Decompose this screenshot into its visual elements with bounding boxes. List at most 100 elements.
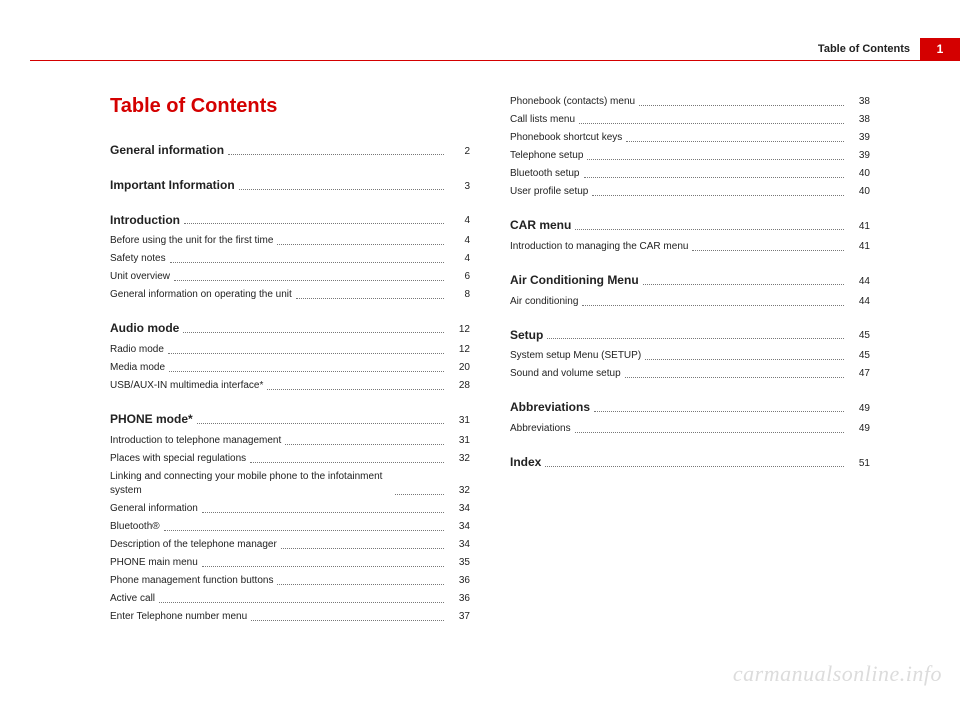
leader-dots	[168, 353, 444, 354]
toc-section[interactable]: Introduction4	[110, 212, 470, 229]
leader-dots	[296, 298, 444, 299]
toc-label: Safety notes	[110, 252, 166, 266]
toc-page: 34	[448, 502, 470, 516]
toc-label: Introduction to managing the CAR menu	[510, 240, 688, 254]
toc-section[interactable]: CAR menu41	[510, 217, 870, 234]
leader-dots	[575, 229, 844, 230]
toc-page: 47	[848, 367, 870, 381]
toc-entry[interactable]: Active call36	[110, 592, 470, 606]
toc-label: System setup Menu (SETUP)	[510, 349, 641, 363]
toc-page: 41	[848, 240, 870, 254]
toc-label: Sound and volume setup	[510, 367, 621, 381]
toc-label: Phonebook shortcut keys	[510, 131, 622, 145]
leader-dots	[643, 284, 844, 285]
toc-label: Call lists menu	[510, 113, 575, 127]
toc-entry[interactable]: Bluetooth setup40	[510, 167, 870, 181]
leader-dots	[692, 250, 844, 251]
toc-entry[interactable]: Introduction to managing the CAR menu 41	[510, 240, 870, 254]
toc-label: Phone management function buttons	[110, 574, 273, 588]
toc-section[interactable]: General information2	[110, 142, 470, 159]
header-right: Table of Contents 1	[818, 38, 960, 60]
leader-dots	[251, 620, 444, 621]
toc-entry[interactable]: Description of the telephone manager34	[110, 538, 470, 552]
leader-dots	[395, 494, 444, 495]
leader-dots	[281, 548, 444, 549]
toc-section[interactable]: Air Conditioning Menu44	[510, 272, 870, 289]
toc-entry[interactable]: Radio mode 12	[110, 343, 470, 357]
toc-entry[interactable]: User profile setup40	[510, 185, 870, 199]
toc-entry[interactable]: Phonebook shortcut keys39	[510, 131, 870, 145]
toc-label: Phonebook (contacts) menu	[510, 95, 635, 109]
toc-entry[interactable]: Media mode20	[110, 361, 470, 375]
leader-dots	[267, 389, 444, 390]
toc-entry[interactable]: Enter Telephone number menu37	[110, 610, 470, 624]
toc-page: 4	[448, 252, 470, 266]
toc-page: 45	[848, 349, 870, 363]
header-section-label: Table of Contents	[818, 43, 920, 55]
leader-dots	[202, 512, 444, 513]
toc-page: 4	[448, 214, 470, 228]
toc-entry[interactable]: Unit overview6	[110, 270, 470, 284]
toc-label: Abbreviations	[510, 422, 571, 436]
toc-label: Places with special regulations	[110, 452, 246, 466]
leader-dots	[169, 371, 444, 372]
toc-label: Introduction to telephone management	[110, 434, 281, 448]
toc-entry[interactable]: Bluetooth®34	[110, 520, 470, 534]
toc-entry[interactable]: Linking and connecting your mobile phone…	[110, 470, 470, 498]
toc-label: Radio mode	[110, 343, 164, 357]
toc-label: User profile setup	[510, 185, 588, 199]
toc-entry[interactable]: General information on operating the uni…	[110, 288, 470, 302]
leader-dots	[164, 530, 444, 531]
toc-entry[interactable]: Call lists menu38	[510, 113, 870, 127]
toc-page: 4	[448, 234, 470, 248]
toc-section[interactable]: Abbreviations49	[510, 399, 870, 416]
leader-dots	[250, 462, 444, 463]
toc-page: 36	[448, 592, 470, 606]
toc-page: 31	[448, 434, 470, 448]
toc-entry[interactable]: Phone management function buttons36	[110, 574, 470, 588]
toc-label: Audio mode	[110, 320, 179, 337]
toc-section[interactable]: PHONE mode*31	[110, 411, 470, 428]
toc-label: Important Information	[110, 177, 235, 194]
toc-page: 12	[448, 343, 470, 357]
toc-entry[interactable]: Telephone setup39	[510, 149, 870, 163]
toc-entry[interactable]: USB/AUX-IN multimedia interface*28	[110, 379, 470, 393]
toc-label: Telephone setup	[510, 149, 583, 163]
toc-entry[interactable]: Phonebook (contacts) menu38	[510, 95, 870, 109]
toc-entry[interactable]: Places with special regulations32	[110, 452, 470, 466]
leader-dots	[197, 423, 444, 424]
toc-label: Air conditioning	[510, 295, 578, 309]
toc-entry[interactable]: System setup Menu (SETUP) 45	[510, 349, 870, 363]
toc-entry[interactable]: Sound and volume setup 47	[510, 367, 870, 381]
toc-label: Bluetooth®	[110, 520, 160, 534]
toc-page: 31	[448, 414, 470, 428]
toc-entry[interactable]: General information34	[110, 502, 470, 516]
leader-dots	[202, 566, 444, 567]
toc-entry[interactable]: Before using the unit for the first time…	[110, 234, 470, 248]
toc-entry[interactable]: Introduction to telephone management 31	[110, 434, 470, 448]
toc-section[interactable]: Important Information3	[110, 177, 470, 194]
toc-entry[interactable]: Air conditioning 44	[510, 295, 870, 309]
toc-page: 44	[848, 295, 870, 309]
leader-dots	[545, 466, 844, 467]
toc-page: 2	[448, 145, 470, 159]
leader-dots	[183, 332, 444, 333]
toc-entry[interactable]: Safety notes 4	[110, 252, 470, 266]
leader-dots	[184, 223, 444, 224]
toc-label: PHONE main menu	[110, 556, 198, 570]
toc-section[interactable]: Audio mode12	[110, 320, 470, 337]
toc-list-right: Phonebook (contacts) menu38 Call lists me…	[510, 95, 870, 471]
toc-entry[interactable]: PHONE main menu35	[110, 556, 470, 570]
toc-section[interactable]: Index51	[510, 454, 870, 471]
leader-dots	[645, 359, 844, 360]
toc-page: 51	[848, 457, 870, 471]
toc-entry[interactable]: Abbreviations49	[510, 422, 870, 436]
toc-page: 45	[848, 329, 870, 343]
toc-section[interactable]: Setup 45	[510, 327, 870, 344]
leader-dots	[277, 244, 444, 245]
toc-label: Bluetooth setup	[510, 167, 580, 181]
toc-page: 41	[848, 220, 870, 234]
toc-label: Setup	[510, 327, 543, 344]
top-rule	[30, 60, 960, 61]
toc-label: Description of the telephone manager	[110, 538, 277, 552]
